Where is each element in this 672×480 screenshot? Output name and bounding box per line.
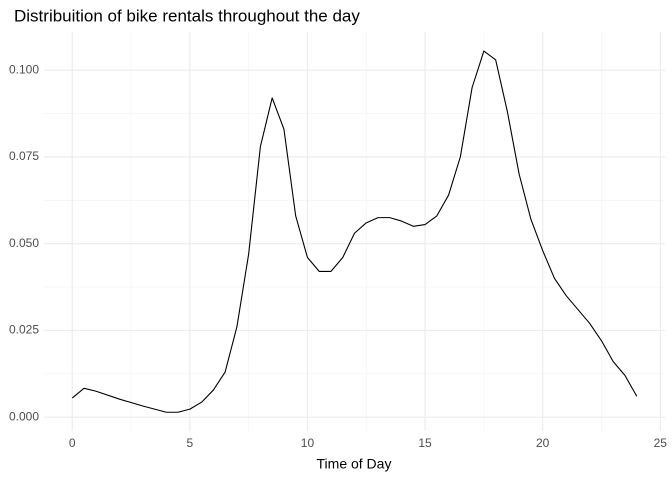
y-tick-label: 0.025 [9,323,39,337]
y-tick-label: 0.050 [9,236,39,250]
y-tick-label: 0.100 [9,62,39,76]
x-tick-label: 10 [301,436,315,450]
density-line [71,50,638,413]
x-tick-label: 15 [418,436,432,450]
x-tick-label: 0 [69,436,76,450]
x-tick-label: 25 [654,436,668,450]
x-axis-label: Time of Day [317,456,392,472]
x-tick-label: 20 [536,436,550,450]
chart-title: Distribuition of bike rentals throughout… [14,6,360,25]
x-tick-label: 5 [186,436,193,450]
y-tick-label: 0.075 [9,149,39,163]
y-tick-label: 0.000 [9,409,39,423]
